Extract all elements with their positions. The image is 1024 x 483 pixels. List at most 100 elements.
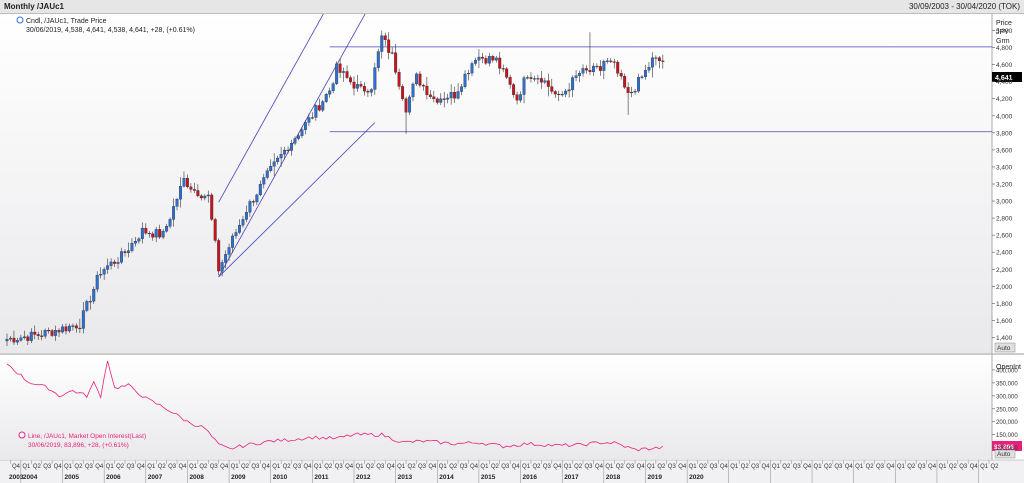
candle[interactable] xyxy=(508,74,512,89)
candle[interactable] xyxy=(633,89,637,95)
candle[interactable] xyxy=(154,226,158,243)
candle[interactable] xyxy=(477,49,481,68)
candle[interactable] xyxy=(362,82,366,96)
candle[interactable] xyxy=(81,302,85,334)
candle[interactable] xyxy=(137,237,141,244)
candle[interactable] xyxy=(210,192,214,221)
candle[interactable] xyxy=(168,217,172,229)
candle[interactable] xyxy=(314,104,318,121)
candle[interactable] xyxy=(127,242,130,258)
candle[interactable] xyxy=(234,228,238,239)
candle[interactable] xyxy=(473,57,477,66)
candle[interactable] xyxy=(88,295,92,310)
candle[interactable] xyxy=(366,88,370,97)
candle[interactable] xyxy=(272,153,276,176)
candle[interactable] xyxy=(244,205,248,223)
candle[interactable] xyxy=(220,259,224,277)
candle[interactable] xyxy=(196,184,200,198)
candle[interactable] xyxy=(192,182,196,194)
candle[interactable] xyxy=(116,257,120,269)
candle[interactable] xyxy=(574,70,578,82)
candle[interactable] xyxy=(213,217,217,243)
candle[interactable] xyxy=(133,236,137,247)
candle[interactable] xyxy=(591,63,595,77)
candle[interactable] xyxy=(165,223,169,233)
candle[interactable] xyxy=(623,73,627,89)
candle[interactable] xyxy=(279,146,283,167)
candle[interactable] xyxy=(501,64,505,73)
open-interest-line[interactable] xyxy=(6,360,664,452)
candle[interactable] xyxy=(630,86,634,98)
candle[interactable] xyxy=(539,71,543,89)
candle[interactable] xyxy=(581,64,585,77)
candle[interactable] xyxy=(43,328,47,339)
candle[interactable] xyxy=(161,229,165,240)
candle[interactable] xyxy=(560,91,564,97)
candle[interactable] xyxy=(269,159,273,173)
candle[interactable] xyxy=(9,336,12,342)
candle[interactable] xyxy=(290,139,293,156)
support-resistance-lines[interactable] xyxy=(329,46,992,133)
candle[interactable] xyxy=(338,58,342,79)
candle[interactable] xyxy=(297,133,300,141)
candle[interactable] xyxy=(432,90,436,103)
candle[interactable] xyxy=(102,267,106,280)
candle[interactable] xyxy=(411,82,415,102)
candle[interactable] xyxy=(300,126,304,139)
candle[interactable] xyxy=(442,91,446,108)
candle[interactable] xyxy=(130,238,134,253)
candle[interactable] xyxy=(626,82,630,115)
candle[interactable] xyxy=(262,173,266,189)
candle[interactable] xyxy=(241,215,245,228)
candle[interactable] xyxy=(637,73,640,93)
oi-legend-toggle-icon[interactable] xyxy=(18,431,26,439)
candle[interactable] xyxy=(36,331,40,340)
candle[interactable] xyxy=(179,177,182,208)
candle[interactable] xyxy=(33,325,37,340)
candle[interactable] xyxy=(467,69,470,81)
candle[interactable] xyxy=(397,68,401,90)
candle[interactable] xyxy=(71,323,75,331)
candle[interactable] xyxy=(428,90,432,99)
candle[interactable] xyxy=(654,55,658,66)
candle[interactable] xyxy=(123,249,127,257)
candle[interactable] xyxy=(498,51,502,75)
candle[interactable] xyxy=(404,96,408,134)
candle[interactable] xyxy=(588,32,592,76)
candle[interactable] xyxy=(505,67,509,80)
candle[interactable] xyxy=(387,32,391,60)
candle[interactable] xyxy=(484,55,488,65)
candle[interactable] xyxy=(258,180,262,197)
candle[interactable] xyxy=(12,330,16,345)
candle[interactable] xyxy=(158,224,162,240)
candle[interactable] xyxy=(15,337,19,345)
candle[interactable] xyxy=(383,32,387,46)
candle[interactable] xyxy=(605,57,609,64)
candle[interactable] xyxy=(345,65,349,79)
candle[interactable] xyxy=(536,74,540,85)
candle[interactable] xyxy=(356,74,359,92)
candle[interactable] xyxy=(470,61,474,77)
candle[interactable] xyxy=(185,174,189,189)
candle[interactable] xyxy=(199,194,203,201)
candle[interactable] xyxy=(251,199,255,207)
candle[interactable] xyxy=(47,327,51,334)
candle[interactable] xyxy=(335,61,339,86)
candle[interactable] xyxy=(567,83,571,98)
candle[interactable] xyxy=(106,258,110,274)
candle[interactable] xyxy=(349,75,352,85)
candle[interactable] xyxy=(57,328,61,337)
candle[interactable] xyxy=(22,330,26,340)
candle[interactable] xyxy=(248,199,252,217)
open-interest-series[interactable] xyxy=(6,360,664,452)
candle[interactable] xyxy=(585,65,588,74)
candle[interactable] xyxy=(203,194,207,201)
candle[interactable] xyxy=(491,54,495,63)
candle[interactable] xyxy=(40,330,44,341)
candle[interactable] xyxy=(238,219,241,235)
candle[interactable] xyxy=(283,146,287,160)
candle[interactable] xyxy=(29,328,33,343)
candle[interactable] xyxy=(317,98,321,112)
candle[interactable] xyxy=(401,84,405,101)
candle[interactable] xyxy=(571,75,575,98)
